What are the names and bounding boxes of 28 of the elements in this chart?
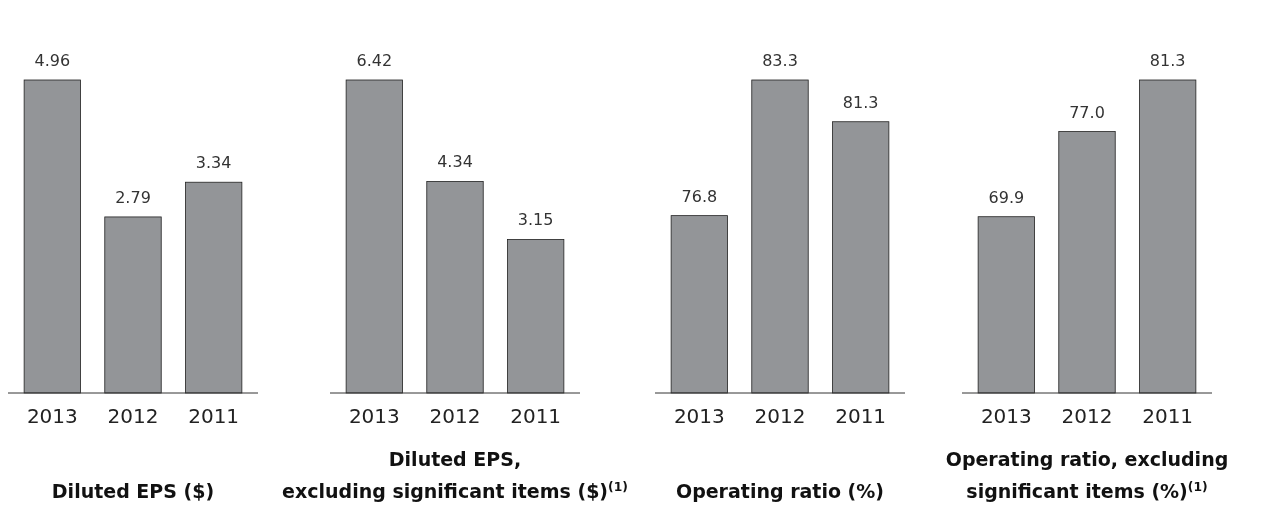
data-label: 83.3 (762, 51, 798, 70)
data-label: 81.3 (1149, 51, 1186, 70)
data-label: 81.3 (842, 92, 879, 112)
text: Diluted EPS, excluding significant items ($)$^{(1)}$ (282, 448, 628, 502)
x-tick-label: 2013 (673, 404, 725, 428)
data-label: 4.96 (34, 51, 71, 70)
text: Diluted EPS ($) (51, 480, 215, 502)
data-label: 3.34 (195, 153, 232, 173)
x-tick-label: 2011 (188, 404, 240, 428)
data-label: 6.42 (356, 51, 393, 70)
data-label: 4.34 (437, 152, 473, 172)
x-tick-label: 2012 (754, 404, 806, 428)
x-tick-label: 2013 (26, 404, 78, 428)
data-label: 3.15 (517, 210, 554, 230)
x-tick-label: 2013 (980, 404, 1032, 428)
data-label: 76.8 (681, 186, 718, 206)
x-tick-label: 2011 (835, 404, 887, 428)
x-tick-label: 2012 (1061, 404, 1113, 428)
data-label: 69.9 (988, 187, 1025, 207)
x-tick-label: 2013 (348, 404, 400, 428)
data-label: 77.0 (1069, 102, 1105, 122)
data-label: 2.79 (115, 187, 151, 207)
x-tick-label: 2012 (107, 404, 159, 428)
text: Operating ratio, excluding significant items (%)$^{(1)}$ (945, 448, 1229, 502)
x-tick-label: 2011 (510, 404, 562, 428)
x-tick-label: 2011 (1142, 404, 1194, 428)
text: Operating ratio (%) (675, 480, 885, 502)
x-tick-label: 2012 (429, 404, 481, 428)
